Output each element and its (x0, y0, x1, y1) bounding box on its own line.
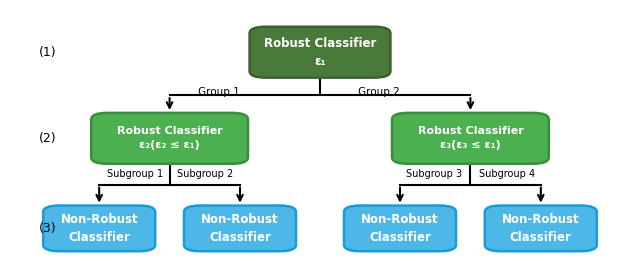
Text: Non-Robust
Classifier: Non-Robust Classifier (201, 213, 279, 244)
Text: (2): (2) (39, 132, 57, 145)
Text: Robust Classifier
ε₂(ε₂ ≤ ε₁): Robust Classifier ε₂(ε₂ ≤ ε₁) (116, 126, 223, 150)
Text: Non-Robust
Classifier: Non-Robust Classifier (502, 213, 580, 244)
FancyBboxPatch shape (250, 27, 390, 78)
FancyBboxPatch shape (485, 206, 596, 251)
Text: Group 1: Group 1 (198, 87, 240, 97)
Text: Group 2: Group 2 (358, 87, 400, 97)
Text: Non-Robust
Classifier: Non-Robust Classifier (60, 213, 138, 244)
Text: Non-Robust
Classifier: Non-Robust Classifier (361, 213, 439, 244)
Text: (1): (1) (39, 46, 57, 59)
Text: Subgroup 1: Subgroup 1 (107, 169, 163, 179)
FancyBboxPatch shape (344, 206, 456, 251)
Text: Subgroup 4: Subgroup 4 (479, 169, 535, 179)
FancyBboxPatch shape (184, 206, 296, 251)
Text: Robust Classifier
ε₃(ε₃ ≤ ε₁): Robust Classifier ε₃(ε₃ ≤ ε₁) (417, 126, 524, 150)
FancyBboxPatch shape (44, 206, 155, 251)
FancyBboxPatch shape (92, 113, 248, 164)
FancyBboxPatch shape (392, 113, 549, 164)
Text: Subgroup 2: Subgroup 2 (177, 169, 234, 179)
Text: Subgroup 3: Subgroup 3 (406, 169, 462, 179)
Text: Robust Classifier
ε₁: Robust Classifier ε₁ (264, 37, 376, 68)
Text: (3): (3) (39, 222, 57, 235)
